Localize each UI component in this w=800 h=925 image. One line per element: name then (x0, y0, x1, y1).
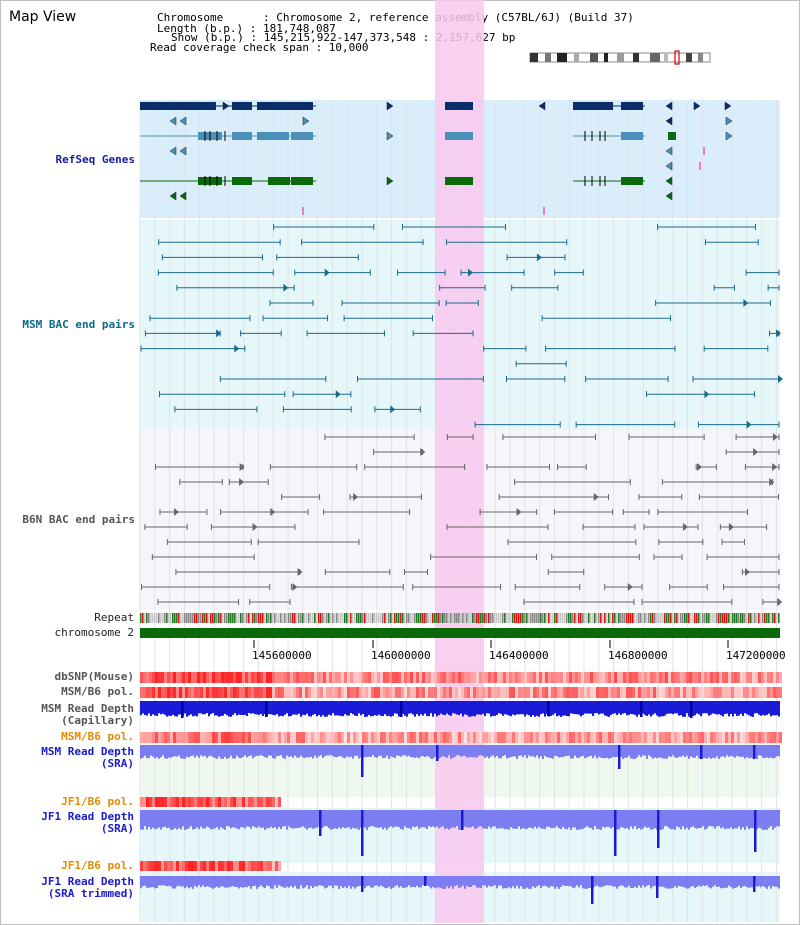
axis-tick-label: 146000000 (371, 649, 431, 662)
track-label-jf1-depth-trim: JF1 Read Depth (41, 875, 134, 888)
track-label-chromosome: chromosome 2 (54, 626, 134, 639)
track-label-b6n-bac[interactable]: B6N BAC end pairs (22, 513, 135, 526)
track-label-jf1-depth-sra: JF1 Read Depth (41, 810, 134, 823)
track-label-msm-depth-cap: MSM Read Depth (41, 702, 134, 715)
axis-tick-label: 145600000 (252, 649, 312, 662)
track-label-repeat: Repeat (94, 611, 134, 624)
length-info: Length (b.p.) : 181,748,087 (157, 22, 336, 35)
track-label-dbsnp: dbSNP(Mouse) (54, 670, 134, 683)
track-label-refseq[interactable]: RefSeq Genes (55, 153, 135, 166)
track-label-jf1-depth-trim-sub: (SRA trimmed) (47, 887, 134, 900)
page-title: Map View (9, 9, 77, 25)
axis-tick-label: 147200000 (726, 649, 786, 662)
track-label-jf1-b6-pol-2: JF1/B6 pol. (61, 859, 134, 872)
coverage-span-info: Read coverage check span : 10,000 (150, 41, 369, 54)
track-label-msm-bac[interactable]: MSM BAC end pairs (22, 318, 135, 331)
track-label-msm-depth-sra-sub: (SRA) (100, 757, 134, 770)
track-label-msm-depth-cap-sub: (Capillary) (61, 714, 134, 727)
track-label-msm-b6-pol: MSM/B6 pol. (61, 685, 134, 698)
track-label-msm-b6-pol-2: MSM/B6 pol. (61, 730, 134, 743)
track-label-msm-depth-sra: MSM Read Depth (41, 745, 134, 758)
track-label-jf1-depth-sra-sub: (SRA) (100, 822, 134, 835)
axis-tick-label: 146400000 (489, 649, 549, 662)
axis-tick-label: 146800000 (608, 649, 668, 662)
track-label-jf1-b6-pol: JF1/B6 pol. (61, 795, 134, 808)
